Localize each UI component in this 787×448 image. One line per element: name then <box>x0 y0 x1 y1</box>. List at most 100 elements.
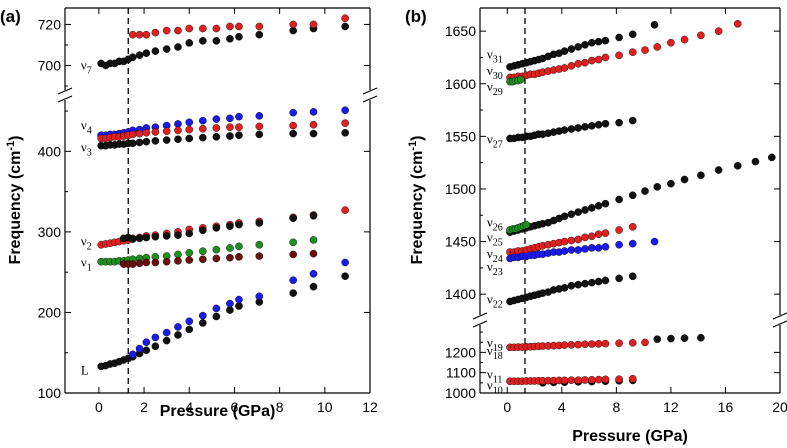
data-point <box>174 43 182 51</box>
data-point <box>560 237 569 246</box>
data-point <box>680 35 689 44</box>
data-point <box>581 123 589 131</box>
mode-label: ν31 <box>487 46 503 65</box>
data-point <box>560 212 569 221</box>
axis-break-mark <box>57 87 73 95</box>
data-point <box>226 222 234 231</box>
data-point <box>226 253 234 262</box>
data-point <box>341 129 349 137</box>
data-point <box>628 339 637 347</box>
mode-label: ν18 <box>487 343 503 362</box>
mode-symbol: ν <box>487 46 493 61</box>
x-tick-label: 12 <box>362 399 378 415</box>
data-point <box>128 30 137 39</box>
data-point <box>199 37 207 45</box>
data-point <box>341 272 349 280</box>
mode-subscript: 23 <box>493 267 503 278</box>
data-point <box>653 335 662 343</box>
y-tick-label: 1500 <box>445 181 476 197</box>
y-tick-label: 400 <box>38 143 62 159</box>
data-point <box>653 43 662 51</box>
data-point <box>151 47 160 55</box>
data-point <box>185 125 194 134</box>
mode-subscript: 22 <box>493 299 503 310</box>
data-point <box>235 220 243 229</box>
data-point <box>199 247 207 256</box>
data-point <box>567 281 576 290</box>
data-point <box>174 120 182 128</box>
y-tick-label: 100 <box>38 385 62 401</box>
data-point <box>185 39 194 47</box>
data-point <box>309 20 318 29</box>
mode-subscript: 18 <box>493 351 503 362</box>
data-point <box>199 311 207 320</box>
data-point <box>574 208 582 216</box>
data-point <box>226 114 234 123</box>
data-point <box>212 304 221 313</box>
data-point <box>235 131 243 140</box>
mode-symbol: L <box>81 362 89 377</box>
y-tick-label: 1450 <box>445 234 476 250</box>
data-point <box>128 53 137 62</box>
data-point <box>162 26 171 35</box>
data-point <box>574 124 582 132</box>
data-point <box>615 33 623 42</box>
data-point <box>142 30 151 39</box>
mode-subscript: 31 <box>493 54 503 65</box>
data-point <box>680 334 689 342</box>
data-point <box>714 166 723 174</box>
data-point <box>142 49 151 57</box>
data-point <box>567 45 576 53</box>
data-point <box>151 137 160 145</box>
data-point <box>628 191 637 200</box>
data-point <box>341 106 349 115</box>
data-point <box>128 350 137 359</box>
data-point <box>235 22 243 31</box>
data-point <box>594 375 603 384</box>
mode-subscript: 7 <box>87 65 92 76</box>
data-point <box>185 249 194 257</box>
mode-symbol: ν <box>487 132 493 147</box>
y-tick-label: 1550 <box>445 128 476 144</box>
mode-symbol: ν <box>487 215 493 230</box>
data-point <box>199 133 207 142</box>
y-tick-label: 1000 <box>445 385 476 401</box>
data-point <box>289 289 297 297</box>
data-point <box>641 187 649 195</box>
mode-subscript: 24 <box>493 254 503 265</box>
mode-symbol: ν <box>81 255 87 270</box>
mode-subscript: 1 <box>87 263 92 274</box>
data-point <box>601 53 610 62</box>
data-point <box>235 123 243 131</box>
data-point <box>574 376 582 385</box>
data-point <box>615 339 623 348</box>
data-point <box>235 253 243 261</box>
data-point <box>714 27 723 35</box>
mode-symbol: ν <box>487 335 493 350</box>
data-point <box>594 340 603 348</box>
y-title-sup: -1 <box>5 141 17 151</box>
data-point <box>135 259 144 268</box>
data-point <box>628 116 637 125</box>
data-point <box>235 112 243 121</box>
mode-subscript: 27 <box>493 140 503 151</box>
data-point <box>174 331 182 339</box>
data-point <box>235 32 243 41</box>
mode-symbol: ν <box>487 229 493 244</box>
data-point <box>128 235 137 243</box>
mode-subscript: 2 <box>87 242 92 253</box>
data-point <box>162 45 171 53</box>
data-point <box>255 112 264 120</box>
x-tick-label: 10 <box>317 399 333 415</box>
data-point <box>174 135 182 144</box>
data-point <box>142 346 151 355</box>
mode-label: ν2 <box>81 234 92 253</box>
data-point <box>309 120 318 129</box>
data-point <box>697 31 705 40</box>
x-tick-label: 20 <box>772 399 787 415</box>
x-tick-label: 0 <box>503 399 511 415</box>
mode-subscript: 29 <box>493 87 503 98</box>
x-tick-label: 2 <box>140 399 148 415</box>
data-point <box>289 121 297 130</box>
data-point <box>560 341 569 349</box>
